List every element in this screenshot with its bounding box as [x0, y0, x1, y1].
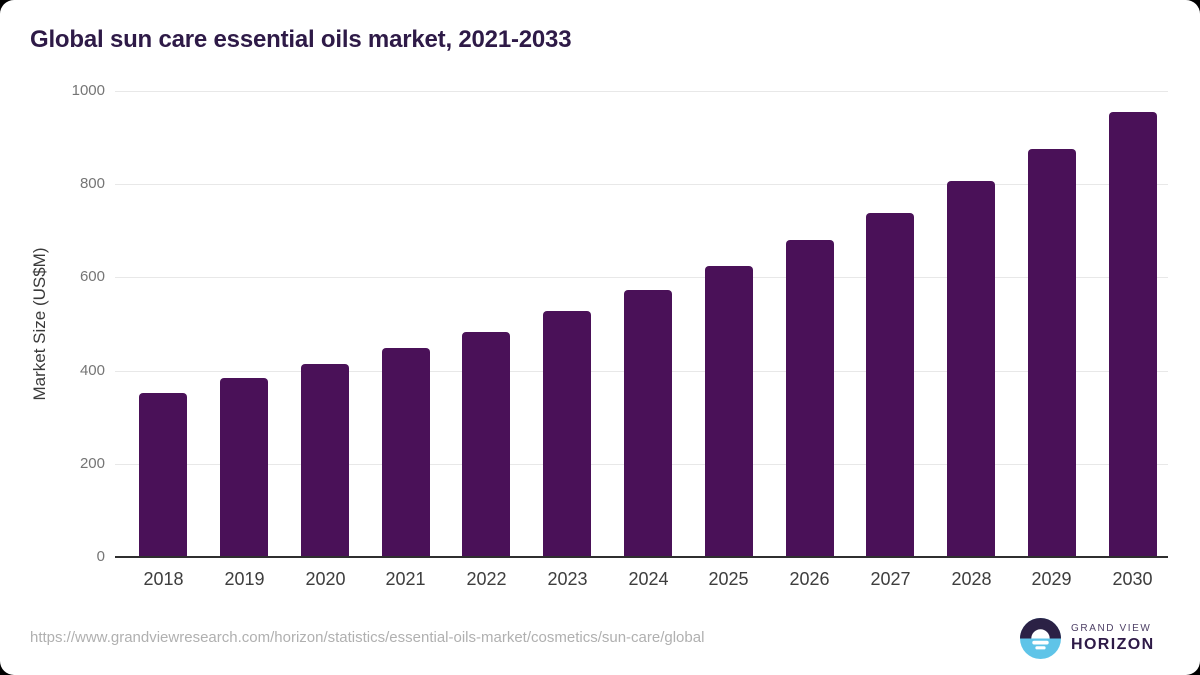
logo-wordmark: GRAND VIEW HORIZON: [1071, 623, 1155, 654]
gridline-800: [115, 184, 1168, 185]
x-tick-label-2028: 2028: [951, 569, 992, 589]
bar-2027[interactable]: [866, 213, 914, 557]
bar-2022[interactable]: [462, 332, 510, 557]
y-tick-label-800: 800: [79, 175, 105, 192]
bar-2023[interactable]: [543, 311, 591, 557]
bar-2026[interactable]: [786, 240, 834, 557]
bar-2021[interactable]: [382, 348, 430, 557]
x-tick-label-2026: 2026: [789, 569, 830, 589]
x-tick-label-2029: 2029: [1031, 569, 1072, 589]
bar-2025[interactable]: [705, 266, 753, 557]
x-tick-label-2020: 2020: [305, 569, 346, 589]
grand-view-horizon-logo[interactable]: GRAND VIEW HORIZON: [1020, 617, 1170, 659]
x-tick-label-2024: 2024: [628, 569, 669, 589]
x-axis-line: [115, 556, 1168, 558]
bar-2020[interactable]: [301, 364, 349, 557]
logo-horizon-text: HORIZON: [1071, 635, 1155, 653]
y-tick-label-1000: 1000: [71, 82, 105, 99]
bar-2024[interactable]: [624, 290, 672, 557]
logo-grand-view-text: GRAND VIEW: [1071, 622, 1152, 634]
y-tick-label-200: 200: [79, 455, 105, 472]
x-tick-label-2025: 2025: [708, 569, 749, 589]
bar-2019[interactable]: [220, 378, 268, 557]
x-tick-label-2023: 2023: [547, 569, 588, 589]
bar-2028[interactable]: [947, 181, 995, 557]
x-tick-label-2018: 2018: [143, 569, 184, 589]
sunset-horizon-icon: [1020, 617, 1061, 659]
bar-2029[interactable]: [1028, 149, 1076, 557]
gridline-600: [115, 277, 1168, 278]
x-tick-label-2022: 2022: [466, 569, 507, 589]
y-tick-label-600: 600: [79, 268, 105, 285]
x-tick-label-2019: 2019: [224, 569, 265, 589]
y-tick-label-0: 0: [96, 548, 105, 565]
bar-2030[interactable]: [1109, 112, 1157, 557]
source-url: https://www.grandviewresearch.com/horizo…: [30, 629, 705, 646]
chart-title: Global sun care essential oils market, 2…: [30, 26, 572, 53]
x-tick-label-2030: 2030: [1112, 569, 1153, 589]
y-tick-label-400: 400: [79, 362, 105, 379]
bar-2018[interactable]: [139, 393, 187, 557]
gridline-1000: [115, 91, 1168, 92]
x-tick-label-2027: 2027: [870, 569, 911, 589]
x-tick-label-2021: 2021: [385, 569, 426, 589]
